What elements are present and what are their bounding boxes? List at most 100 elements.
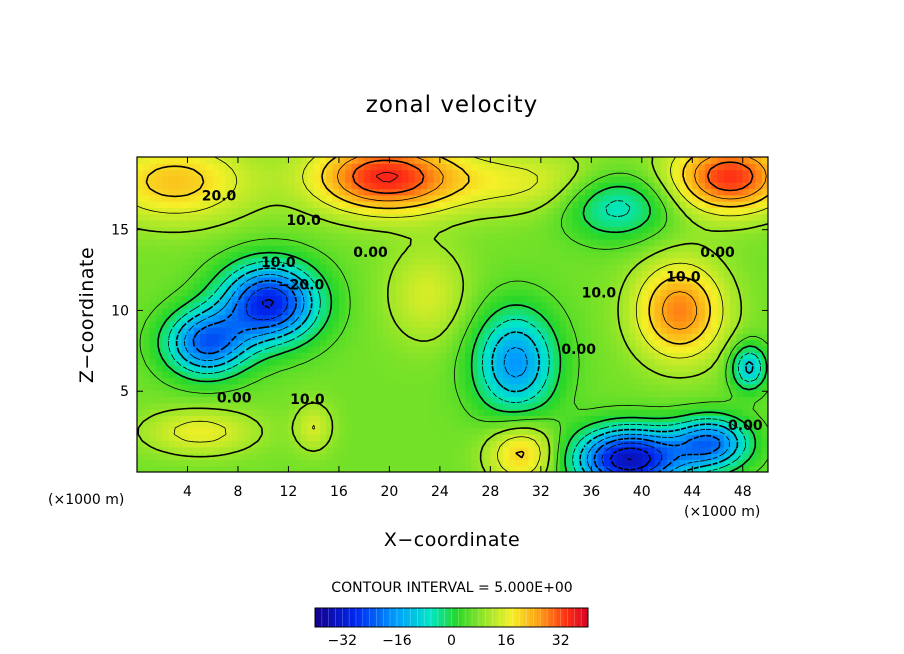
field-cell	[427, 308, 435, 316]
field-cell	[540, 390, 548, 397]
field-cell	[402, 377, 409, 385]
field-cell	[206, 396, 214, 404]
field-cell	[275, 238, 283, 246]
field-cell	[685, 175, 693, 183]
field-cell	[231, 270, 239, 278]
field-cell	[294, 377, 302, 385]
field-cell	[174, 188, 182, 196]
field-cell	[427, 465, 435, 472]
field-cell	[761, 453, 768, 460]
field-cell	[603, 169, 611, 177]
field-cell	[566, 320, 573, 328]
field-cell	[212, 157, 220, 164]
field-cell	[137, 264, 144, 271]
field-cell	[477, 346, 485, 353]
field-cell	[137, 283, 144, 290]
field-cell	[427, 415, 435, 423]
field-cell	[345, 314, 353, 322]
field-cell	[553, 415, 561, 423]
field-cell	[427, 163, 435, 171]
field-cell	[660, 232, 668, 240]
field-cell	[143, 251, 151, 259]
field-cell	[212, 257, 220, 265]
field-cell	[692, 169, 700, 177]
field-cell	[603, 459, 611, 467]
field-cell	[433, 434, 441, 442]
field-cell	[603, 415, 611, 423]
field-cell	[408, 396, 416, 404]
field-cell	[439, 163, 447, 171]
field-cell	[427, 409, 435, 416]
field-cell	[629, 421, 637, 429]
field-cell	[420, 402, 428, 410]
field-cell	[332, 352, 340, 360]
field-cell	[540, 339, 548, 347]
field-cell	[692, 308, 700, 316]
field-cell	[269, 364, 277, 372]
field-cell	[345, 346, 353, 353]
field-cell	[698, 358, 706, 366]
field-cell	[263, 396, 271, 404]
field-cell	[711, 352, 719, 360]
field-cell	[755, 364, 763, 372]
field-cell	[389, 434, 397, 442]
field-cell	[471, 421, 479, 429]
field-cell	[566, 201, 573, 208]
field-cell	[332, 276, 340, 284]
field-cell	[654, 201, 662, 208]
field-cell	[244, 194, 252, 202]
field-cell	[364, 465, 372, 472]
field-cell	[402, 194, 409, 202]
field-cell	[692, 409, 700, 416]
field-cell	[730, 434, 738, 442]
field-cell	[477, 383, 485, 391]
field-cell	[704, 220, 712, 227]
field-cell	[263, 371, 271, 379]
field-cell	[275, 264, 283, 271]
field-cell	[168, 320, 176, 328]
field-cell	[370, 238, 378, 246]
field-cell	[528, 289, 536, 297]
field-cell	[187, 320, 195, 328]
field-cell	[187, 257, 195, 265]
field-cell	[458, 465, 466, 472]
field-cell	[420, 434, 428, 442]
field-cell	[256, 289, 264, 297]
field-cell	[648, 207, 656, 215]
field-cell	[263, 163, 271, 171]
field-cell	[547, 207, 555, 215]
field-cell	[319, 188, 327, 196]
field-cell	[629, 270, 637, 278]
field-cell	[288, 327, 296, 334]
field-cell	[749, 245, 756, 253]
field-cell	[458, 257, 466, 265]
field-cell	[490, 358, 498, 366]
field-cell	[648, 194, 656, 202]
field-cell	[572, 465, 580, 472]
field-cell	[155, 264, 163, 271]
field-cell	[490, 415, 498, 423]
field-cell	[711, 327, 719, 334]
field-cell	[566, 264, 573, 271]
field-cell	[452, 175, 460, 183]
field-cell	[654, 257, 662, 265]
field-cell	[477, 169, 485, 177]
field-cell	[345, 251, 353, 259]
field-cell	[237, 264, 245, 271]
field-cell	[338, 377, 346, 385]
field-cell	[585, 283, 592, 290]
field-cell	[427, 333, 435, 341]
field-cell	[402, 339, 409, 347]
field-cell	[149, 465, 157, 472]
field-cell	[200, 245, 208, 253]
field-cell	[319, 383, 327, 391]
field-cell	[206, 409, 214, 416]
field-cell	[572, 175, 580, 183]
field-cell	[351, 320, 359, 328]
field-cell	[723, 396, 731, 404]
field-cell	[667, 377, 674, 385]
field-cell	[256, 333, 264, 341]
field-cell	[730, 377, 738, 385]
field-cell	[275, 201, 283, 208]
field-cell	[162, 251, 170, 259]
